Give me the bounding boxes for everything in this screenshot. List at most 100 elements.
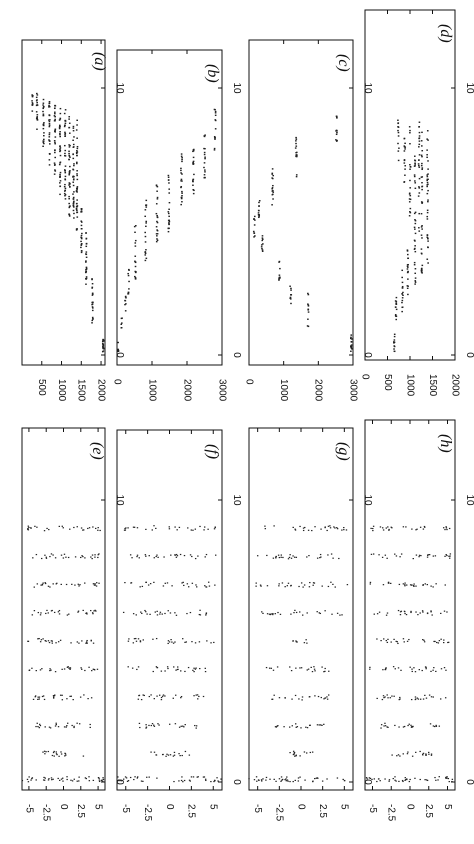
data-point [153,581,155,583]
data-point [423,639,425,641]
data-point [425,754,427,756]
data-point [57,777,59,780]
data-point [253,215,256,218]
data-point [398,583,401,586]
data-point [401,297,404,299]
data-point [414,182,417,184]
data-point [414,283,416,285]
data-point [145,555,147,557]
data-point [422,584,424,586]
data-point [47,750,50,753]
data-point [31,103,34,105]
data-point [180,155,183,157]
plot-frame [364,419,456,791]
data-point [402,294,404,297]
y-tick-label: 0 [58,804,69,810]
data-point [76,137,78,139]
data-point [63,668,66,670]
data-point [151,723,154,725]
data-point [393,335,396,338]
data-point [169,612,172,614]
data-point [64,189,67,192]
data-point [393,348,395,350]
data-point [155,637,158,640]
data-point [60,751,62,753]
data-point [343,526,345,529]
data-point [324,610,326,612]
data-point [36,722,38,724]
data-point [88,666,90,668]
data-point [426,209,429,211]
data-point [427,240,429,242]
data-point [192,163,195,165]
data-point [134,261,137,264]
data-point [72,205,75,207]
data-point [397,754,400,756]
data-point [64,194,67,196]
data-point [289,752,291,754]
data-point [167,227,170,229]
data-point [72,198,75,200]
data-point [102,339,105,341]
data-point [45,556,48,558]
data-point [164,695,166,697]
data-point [79,696,82,698]
data-point [214,138,216,140]
data-point [144,252,147,254]
data-point [207,581,210,583]
data-point [134,242,137,244]
data-point [398,780,400,783]
data-point [448,780,450,783]
data-point [92,583,95,585]
data-point [320,696,323,699]
data-point [128,269,130,271]
data-point [27,525,30,527]
data-point [35,670,37,672]
data-point [125,527,127,529]
data-point [59,150,61,153]
data-point [417,195,420,197]
data-point [421,202,423,204]
data-point [142,780,144,782]
data-point [27,527,29,530]
data-point [278,279,280,281]
data-point [403,150,406,152]
data-point [271,188,273,190]
data-point [311,751,314,753]
data-point [183,779,186,782]
data-point [128,638,130,640]
data-point [68,205,71,208]
data-point [418,187,421,189]
data-point [398,726,400,728]
data-point [86,639,88,642]
data-point [130,582,133,584]
data-point [403,162,406,164]
data-point [406,268,409,270]
data-point [71,780,74,782]
data-point [73,526,75,529]
data-point [395,640,397,642]
data-point [295,611,298,614]
data-point [53,750,55,753]
data-point [253,236,255,238]
data-point [190,529,193,531]
data-point [134,276,137,279]
data-point [286,779,289,781]
data-point [80,240,82,243]
plot-frame [248,39,354,366]
data-point [409,164,411,166]
y-tick-label: -2.5 [142,804,153,822]
data-point [272,557,275,559]
data-point [420,269,423,272]
data-point [302,586,304,588]
data-point [403,725,406,728]
data-point [434,555,437,557]
data-point [49,555,51,558]
data-point [296,641,298,643]
data-point [395,303,398,305]
data-point [36,118,39,121]
data-point [350,336,352,339]
data-point [431,614,433,616]
data-point [409,187,412,189]
data-point [186,612,188,615]
